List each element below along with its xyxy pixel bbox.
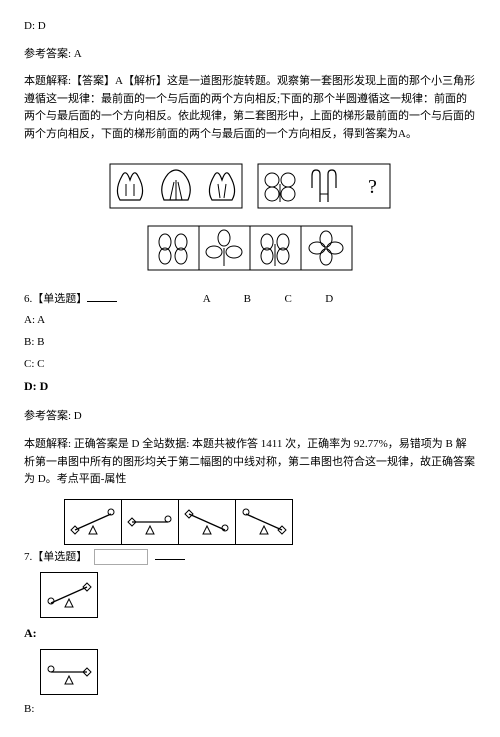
q6-opt-c[interactable]: C: C — [24, 356, 476, 374]
q6-stem: 6.【单选题】 — [24, 293, 87, 305]
q6-opt-d[interactable]: D: D — [24, 377, 476, 396]
opt-label-c: C — [284, 293, 291, 305]
q7-opt-b-figure — [40, 649, 98, 695]
q7-opt-b-label: B: — [24, 701, 476, 719]
prev-explanation: 本题解释:【答案】A【解析】这是一道图形旋转题。观察第一套图形发现上面的那个小三… — [24, 73, 476, 143]
q7-opt-a-label: A: — [24, 624, 476, 643]
q7-opt-a-figure — [40, 572, 98, 618]
seesaw-3 — [178, 499, 236, 545]
q6-opt-a[interactable]: A: A — [24, 312, 476, 330]
q7-opt-b-row[interactable] — [24, 649, 476, 695]
q6-answer-label: 参考答案: D — [24, 408, 476, 426]
q6-opt-b[interactable]: B: B — [24, 334, 476, 352]
q7-stem: 7.【单选题】 — [24, 551, 87, 563]
q7-opt-a-row[interactable] — [24, 572, 476, 618]
blank2 — [155, 559, 185, 560]
seesaw-4 — [235, 499, 293, 545]
figure-row1: ? — [100, 158, 400, 218]
prev-opt-d: D: D — [24, 18, 476, 36]
opt-label-d: D — [325, 293, 333, 305]
blank — [87, 301, 117, 302]
figure-row2 — [146, 224, 354, 280]
seesaw-1 — [64, 499, 122, 545]
figure-rotation: ? — [24, 158, 476, 287]
opt-label-b: B — [244, 293, 251, 305]
prev-answer-label: 参考答案: A — [24, 46, 476, 64]
q6-stem-row: 6.【单选题】 A B C D — [24, 291, 476, 309]
q7-stem-row: 7.【单选题】 — [24, 549, 476, 567]
opt-label-a: A — [203, 293, 210, 305]
q6-explanation: 本题解释: 正确答案是 D 全站数据: 本题共被作答 1411 次，正确率为 9… — [24, 436, 476, 489]
q7-figure-row — [64, 499, 476, 545]
qmark: ? — [368, 176, 377, 198]
seesaw-2 — [121, 499, 179, 545]
